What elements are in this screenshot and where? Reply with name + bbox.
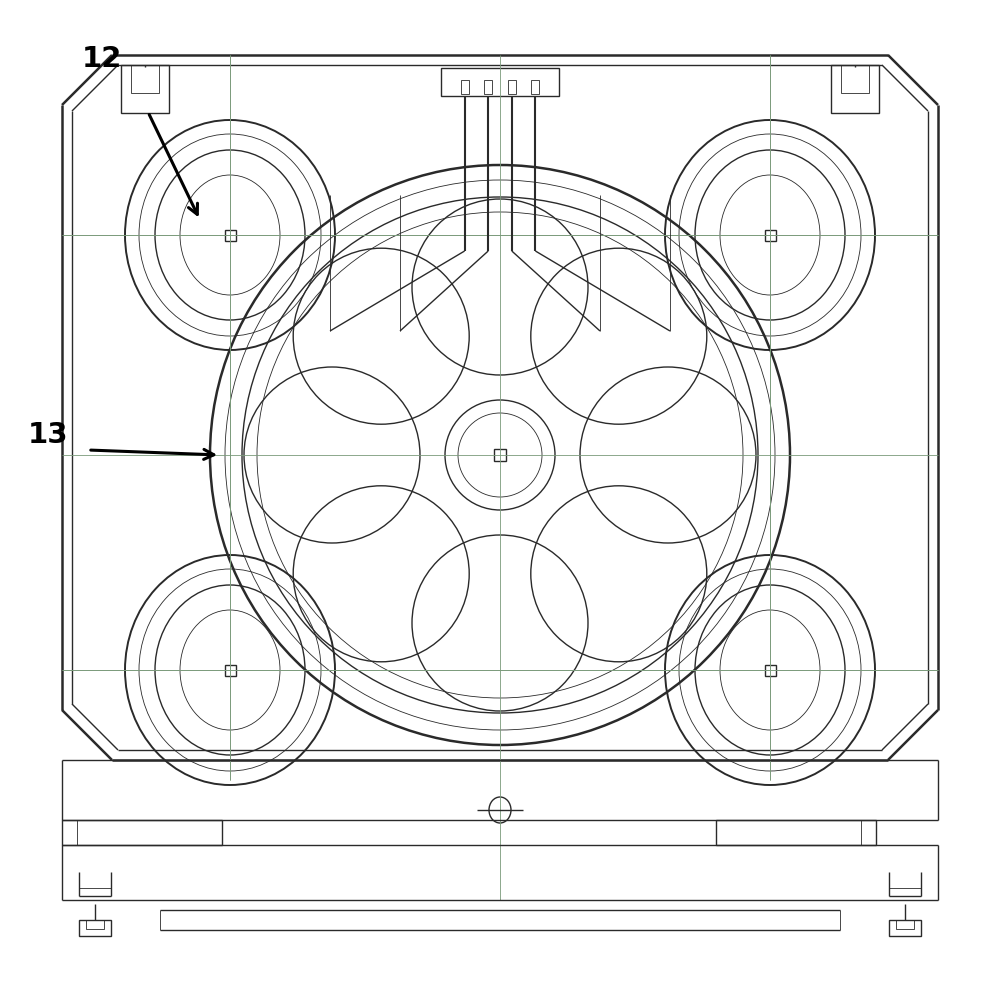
Bar <box>131 65 159 93</box>
Bar <box>831 65 879 113</box>
Bar <box>86 920 104 929</box>
Bar <box>896 920 914 929</box>
Text: 12: 12 <box>82 45 122 73</box>
Bar <box>531 80 539 94</box>
Bar <box>224 229 236 240</box>
Bar <box>461 80 469 94</box>
Bar <box>441 68 559 96</box>
Text: 13: 13 <box>28 421 69 449</box>
Bar <box>765 229 776 240</box>
Bar <box>121 65 169 113</box>
Bar <box>889 920 921 936</box>
Bar <box>716 820 876 845</box>
Bar <box>484 80 492 94</box>
Bar <box>508 80 516 94</box>
Bar <box>765 664 776 675</box>
Bar <box>79 920 111 936</box>
Bar <box>224 664 236 675</box>
Bar <box>494 449 506 461</box>
Bar <box>841 65 869 93</box>
Bar <box>62 820 222 845</box>
